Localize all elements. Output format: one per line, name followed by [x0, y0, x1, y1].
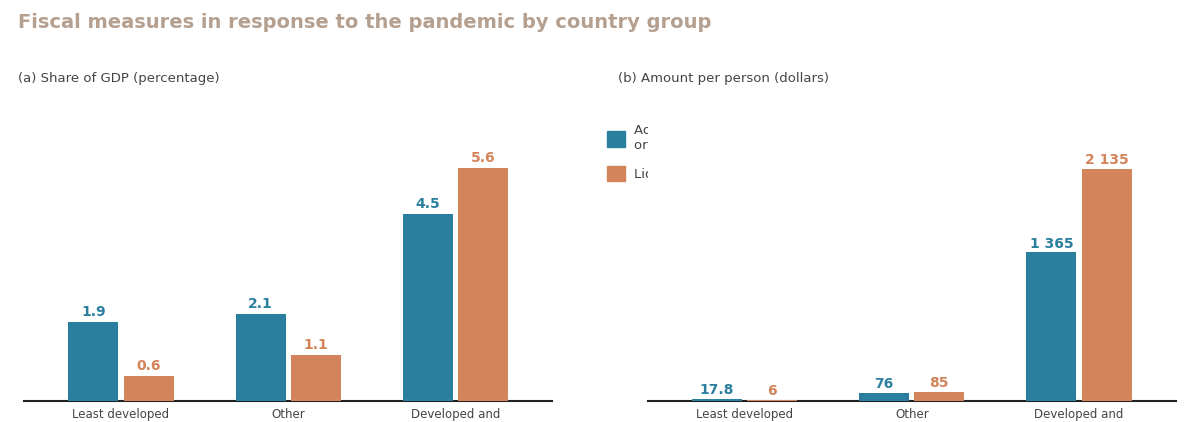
Bar [692, 399, 742, 401]
Legend: Additional spending
or foregone revenues, Liquidity support: Additional spending or foregone revenues… [601, 119, 784, 186]
Text: 1 365: 1 365 [1030, 236, 1073, 251]
Text: 6: 6 [767, 384, 776, 398]
Text: 4.5: 4.5 [415, 197, 440, 211]
Bar [235, 314, 286, 401]
Text: Fiscal measures in response to the pandemic by country group: Fiscal measures in response to the pande… [18, 13, 712, 32]
Text: 5.6: 5.6 [470, 151, 496, 165]
Bar [859, 392, 910, 401]
Text: (a) Share of GDP (percentage): (a) Share of GDP (percentage) [18, 72, 220, 85]
Text: 2.1: 2.1 [248, 297, 274, 311]
Text: 76: 76 [875, 377, 894, 391]
Text: 1.9: 1.9 [82, 305, 106, 319]
Text: 2 135: 2 135 [1085, 153, 1128, 167]
Bar [1081, 169, 1132, 401]
Bar [124, 376, 174, 401]
Bar [403, 214, 452, 401]
Text: 1.1: 1.1 [304, 338, 328, 352]
Text: 17.8: 17.8 [700, 383, 734, 397]
Text: 85: 85 [930, 376, 949, 390]
Bar [68, 322, 119, 401]
Text: 0.6: 0.6 [137, 359, 161, 373]
Bar [748, 400, 797, 401]
Bar [1026, 252, 1076, 401]
Text: (b) Amount per person (dollars): (b) Amount per person (dollars) [618, 72, 829, 85]
Bar [914, 392, 965, 401]
Bar [290, 355, 341, 401]
Bar [458, 168, 508, 401]
